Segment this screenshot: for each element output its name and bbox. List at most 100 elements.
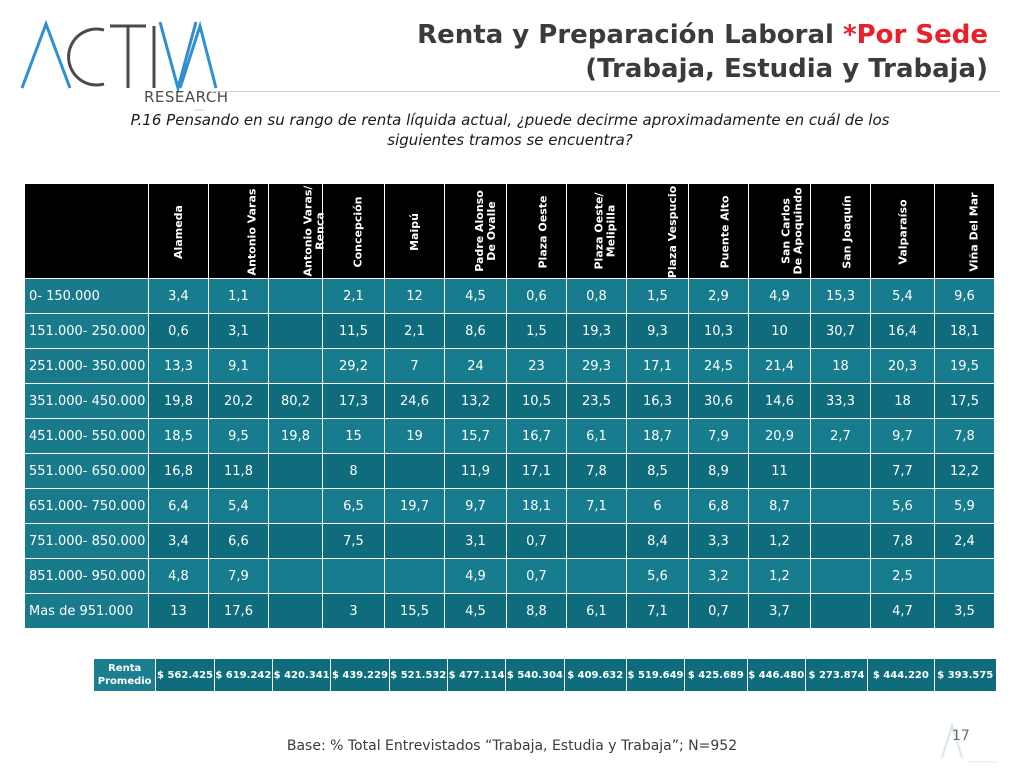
table-cell: 24,5	[688, 348, 749, 384]
header-corner-cell	[24, 183, 149, 279]
table-cell: 3,2	[688, 558, 749, 594]
table-cell	[810, 488, 871, 524]
column-header-label: Antonio Varas/Renca	[301, 185, 327, 277]
average-label-line-2: Promedio	[97, 676, 152, 687]
table-cell: 2,7	[810, 418, 871, 454]
column-header: Concepción	[322, 183, 385, 279]
average-income-table: Renta Promedio $ 562.425 $ 619.242 $ 420.34…	[92, 658, 998, 692]
table-row: 551.000- 650.000 16,8 11,8 8 11,9 17,1 7,8 8,5 8…	[24, 453, 995, 489]
table-cell: 6,5	[322, 488, 385, 524]
table-cell: 17,5	[934, 383, 995, 419]
column-header-label: Viña Del Mar	[967, 191, 981, 272]
column-header: Plaza Oeste/Melipilla	[566, 183, 627, 279]
column-header: Padre Alonso De Ovalle	[444, 183, 507, 279]
column-header: Maipú	[384, 183, 445, 279]
table-row: 151.000- 250.000 0,6 3,1 11,5 2,1 8,6 1,5 19,3 9…	[24, 313, 995, 349]
column-header-label: Padre Alonso De Ovalle	[472, 190, 498, 272]
table-cell: 2,4	[934, 523, 995, 559]
table-cell: 7,9	[688, 418, 749, 454]
column-header-label: Plaza Vespucio	[666, 185, 680, 278]
table-cell: 15,3	[810, 278, 871, 314]
average-value-cell: $ 519.649	[625, 658, 686, 692]
table-cell: 24,6	[384, 383, 445, 419]
table-cell: 6,4	[148, 488, 209, 524]
table-cell: 20,3	[870, 348, 935, 384]
table-cell: 16,7	[506, 418, 567, 454]
table-cell: 5,4	[208, 488, 269, 524]
table-body: 0- 150.000 3,4 1,1 2,1 12 4,5 0,6 0,8 1,5 2,9 4,9 1…	[24, 278, 995, 629]
table-cell: 4,7	[870, 593, 935, 629]
table-cell: 15	[322, 418, 385, 454]
table-cell: 3	[322, 593, 385, 629]
row-label: 751.000- 850.000	[24, 523, 149, 559]
table-row: Mas de 951.000 13 17,6 3 15,5 4,5 8,8 6,1 7,1 0,7…	[24, 593, 995, 629]
table-cell: 23	[506, 348, 567, 384]
table-cell: 8,6	[444, 313, 507, 349]
table-cell: 0,8	[566, 278, 627, 314]
title-accent-text: *Por Sede	[843, 20, 988, 50]
table-cell: 21,4	[748, 348, 811, 384]
average-label-cell: Renta Promedio	[92, 658, 157, 692]
table-row: 451.000- 550.000 18,5 9,5 19,8 15 19 15,7 16,7 6…	[24, 418, 995, 454]
activa-logo-mark	[20, 19, 218, 111]
column-header-label: Puente Alto	[718, 195, 732, 268]
row-label: 351.000- 450.000	[24, 383, 149, 419]
column-header-label: Valparaíso	[896, 198, 910, 265]
table-cell: 13,3	[148, 348, 209, 384]
table-cell: 6,1	[566, 593, 627, 629]
table-cell: 2,1	[384, 313, 445, 349]
table-cell: 7,8	[870, 523, 935, 559]
table-cell: 3,4	[148, 523, 209, 559]
table-cell: 23,5	[566, 383, 627, 419]
table-cell: 80,2	[268, 383, 323, 419]
table-cell: 8,9	[688, 453, 749, 489]
table-cell: 7,1	[566, 488, 627, 524]
table-cell: 7,9	[208, 558, 269, 594]
column-header-label: Antonio Varas	[245, 188, 259, 275]
average-value-cell: $ 439.229	[330, 658, 390, 692]
table-cell: 17,6	[208, 593, 269, 629]
table-cell: 7,7	[870, 453, 935, 489]
table-cell: 11,9	[444, 453, 507, 489]
table-cell: 10,5	[506, 383, 567, 419]
table-cell: 9,1	[208, 348, 269, 384]
table-cell: 19,3	[566, 313, 627, 349]
table-cell: 16,3	[626, 383, 689, 419]
table-cell: 16,8	[148, 453, 209, 489]
average-value-cell: $ 425.689	[684, 658, 748, 692]
table-cell: 0,7	[688, 593, 749, 629]
table-cell: 5,6	[626, 558, 689, 594]
average-value-cell: $ 273.874	[804, 658, 869, 692]
question-line-2: siguientes tramos se encuentra?	[387, 131, 633, 149]
table-cell: 1,5	[506, 313, 567, 349]
table-cell: 15,7	[444, 418, 507, 454]
table-cell: 4,8	[148, 558, 209, 594]
table-cell	[934, 558, 995, 594]
table-cell: 3,1	[208, 313, 269, 349]
column-header: San Joaquín	[810, 183, 871, 279]
column-header: Antonio Varas/Renca	[268, 183, 327, 279]
table-cell: 9,7	[444, 488, 507, 524]
table-cell: 0,7	[506, 523, 567, 559]
table-cell: 10,3	[688, 313, 749, 349]
activa-watermark	[941, 722, 998, 763]
row-label: 251.000- 350.000	[24, 348, 149, 384]
table-cell: 13	[148, 593, 209, 629]
table-cell: 15,5	[384, 593, 445, 629]
column-header-label: San Joaquín	[840, 194, 854, 269]
column-header: San Carlos De Apoquindo	[748, 183, 811, 279]
question-line-1: P.16 Pensando en su rango de renta líqui…	[130, 111, 890, 129]
table-cell: 24	[444, 348, 507, 384]
column-header-label: Plaza Oeste	[536, 195, 550, 268]
average-value-cell: $ 521.532	[388, 658, 448, 692]
column-header-label: Maipú	[407, 212, 421, 251]
table-cell: 18	[870, 383, 935, 419]
table-cell: 7,1	[626, 593, 689, 629]
table-cell: 30,6	[688, 383, 749, 419]
table-cell: 1,2	[748, 523, 811, 559]
column-header: Plaza Oeste	[506, 183, 567, 279]
table-cell: 8,4	[626, 523, 689, 559]
table-cell: 3,4	[148, 278, 209, 314]
table-cell: 19,8	[268, 418, 323, 454]
table-cell: 17,3	[322, 383, 385, 419]
